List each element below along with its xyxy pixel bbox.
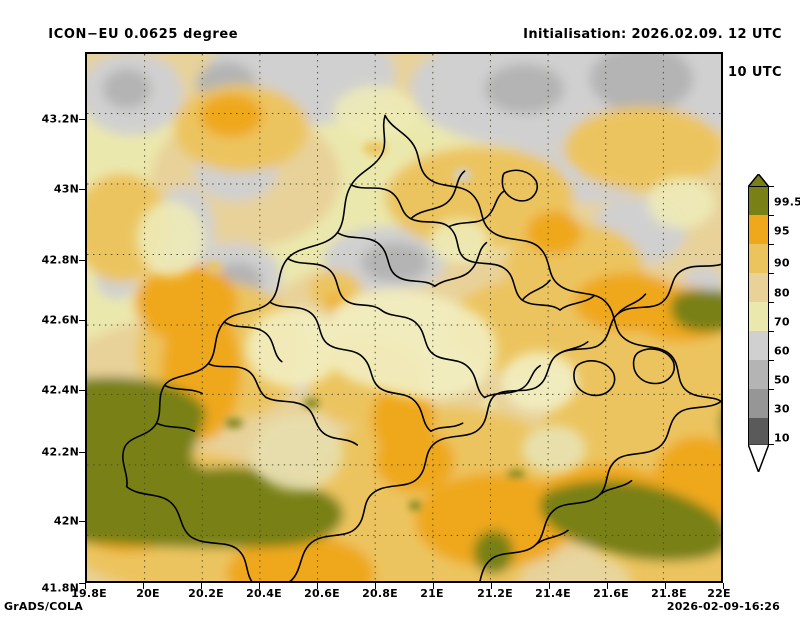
x-tick-label: 20.8E <box>362 587 398 600</box>
y-tick-mark <box>79 320 85 321</box>
y-tick-label: 41.8N <box>41 581 79 595</box>
x-tick-label: 21.6E <box>593 587 629 600</box>
y-tick-mark <box>79 390 85 391</box>
y-tick-mark <box>79 452 85 453</box>
colorbar-tick <box>768 444 774 445</box>
colorbar-top-arrow <box>748 174 769 187</box>
cloud-cover-field <box>87 54 721 581</box>
colorbar-label: 60 <box>774 344 790 358</box>
y-tick-mark <box>79 260 85 261</box>
colorbar-band-10 <box>748 418 769 445</box>
x-tick-mark <box>317 583 318 589</box>
y-tick-label: 42.4N <box>41 383 79 397</box>
y-tick-mark <box>79 119 85 120</box>
colorbar-label: 90 <box>774 256 790 270</box>
colorbar-label: 95 <box>774 224 790 238</box>
colorbar-band-30 <box>748 389 769 418</box>
colorbar[interactable] <box>748 186 769 445</box>
x-tick-label: 21.4E <box>535 587 571 600</box>
colorbar-label: 99.5 <box>774 195 800 209</box>
colorbar-band-80 <box>748 273 769 302</box>
x-tick-mark <box>607 583 608 589</box>
y-tick-label: 42N <box>53 514 79 528</box>
colorbar-label: 80 <box>774 286 790 300</box>
colorbar-band-90 <box>748 244 769 273</box>
y-tick-label: 43.2N <box>41 112 79 126</box>
colorbar-band-99-5 <box>748 186 769 215</box>
x-tick-label: 20.6E <box>304 587 340 600</box>
x-tick-label: 20.2E <box>188 587 224 600</box>
timestamp-label: 2026-02-09-16:26 <box>666 600 780 613</box>
producer-label: GrADS/COLA <box>4 600 83 613</box>
y-tick-label: 42.2N <box>41 445 79 459</box>
colorbar-band-60 <box>748 331 769 360</box>
colorbar-tick <box>768 215 774 216</box>
initialisation-label: Initialisation: 2026.02.09. 12 UTC <box>523 27 782 42</box>
administrative-boundaries <box>122 114 721 581</box>
x-tick-mark <box>85 583 86 589</box>
colorbar-label: 10 <box>774 431 790 445</box>
model-name-label: ICON−EU 0.0625 degree <box>48 27 239 42</box>
x-tick-label: 22E <box>707 587 731 600</box>
x-tick-mark <box>723 583 724 589</box>
x-tick-label: 21E <box>420 587 444 600</box>
x-tick-label: 21.2E <box>477 587 513 600</box>
colorbar-label: 70 <box>774 315 790 329</box>
y-tick-label: 42.6N <box>41 313 79 327</box>
x-tick-mark <box>549 583 550 589</box>
y-tick-mark <box>79 189 85 190</box>
colorbar-bottom-arrow <box>748 444 769 472</box>
x-tick-label: 19.8E <box>71 587 107 600</box>
y-tick-mark <box>79 583 85 584</box>
y-tick-label: 42.8N <box>41 253 79 267</box>
x-tick-mark <box>259 583 260 589</box>
colorbar-band-70 <box>748 302 769 331</box>
colorbar-tick <box>768 360 774 361</box>
colorbar-tick <box>768 244 774 245</box>
latitude-axis: 43.2N 43N 42.8N 42.6N 42.4N 42.2N 42N 41… <box>0 0 85 618</box>
x-tick-mark <box>143 583 144 589</box>
y-tick-mark <box>79 521 85 522</box>
x-tick-mark <box>433 583 434 589</box>
y-tick-label: 43N <box>53 182 79 196</box>
x-tick-label: 21.8E <box>651 587 687 600</box>
x-tick-label: 20E <box>136 587 160 600</box>
colorbar-tick <box>768 302 774 303</box>
colorbar-label: 30 <box>774 402 790 416</box>
colorbar-tick <box>768 273 774 274</box>
x-tick-mark <box>665 583 666 589</box>
colorbar-band-95 <box>748 215 769 244</box>
x-tick-mark <box>201 583 202 589</box>
colorbar-tick <box>768 186 774 187</box>
colorbar-band-50 <box>748 360 769 389</box>
map-plot-area <box>85 52 723 583</box>
colorbar-tick <box>768 331 774 332</box>
colorbar-tick <box>768 389 774 390</box>
x-tick-label: 20.4E <box>246 587 282 600</box>
x-tick-mark <box>375 583 376 589</box>
colorbar-label: 50 <box>774 373 790 387</box>
x-tick-mark <box>491 583 492 589</box>
